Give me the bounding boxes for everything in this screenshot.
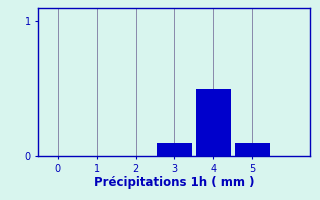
X-axis label: Précipitations 1h ( mm ): Précipitations 1h ( mm )	[94, 176, 255, 189]
Bar	[235, 143, 269, 156]
Bar	[157, 143, 192, 156]
Bar	[196, 89, 231, 156]
